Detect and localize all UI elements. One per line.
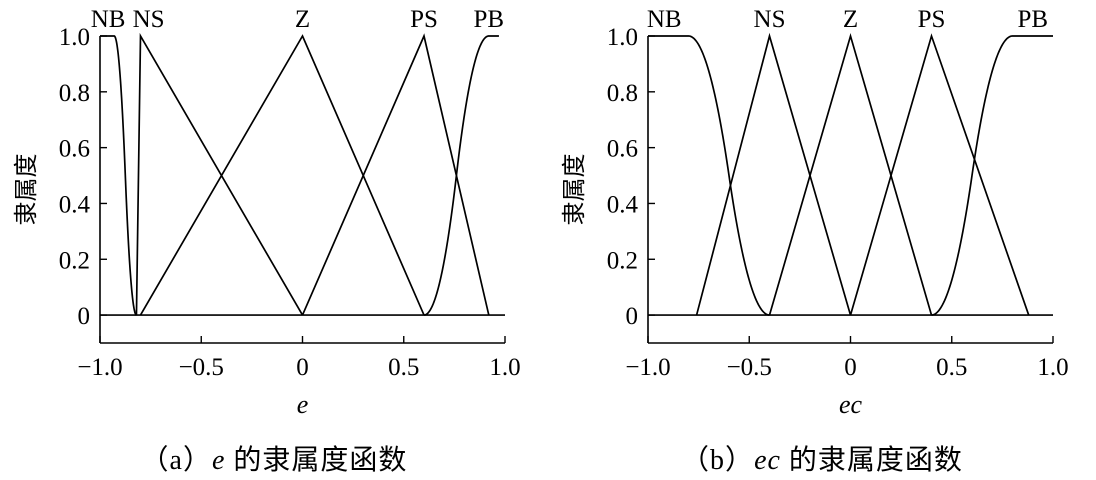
x-tick-label: 1.0 [489, 354, 520, 381]
membership-chart-ec: −1.0 −0.5 0 0.5 1.0 0 0.2 0.4 0.6 0.8 1.0 ec 隶属度 NB NS… [560, 6, 1069, 419]
caption-suffix: 的隶属度函数 [225, 445, 408, 476]
y-tick-label: 1.0 [607, 24, 638, 51]
y-tick-label: 1.0 [59, 24, 90, 51]
x-tick-label: 0.5 [936, 354, 967, 381]
x-tick-label: −1.0 [625, 354, 670, 381]
chart-panel-ec: −1.0 −0.5 0 0.5 1.0 0 0.2 0.4 0.6 0.8 1.0 ec 隶属度 NB NS… [548, 0, 1096, 480]
chart-panel-e: −1.0 −0.5 0 0.5 1.0 0 0.2 0.4 0.6 0.8 1.0 e 隶属度 NB NS Z… [0, 6, 548, 478]
series-label-ns: NS [133, 6, 165, 33]
series-label-nb: NB [647, 6, 682, 33]
series-line-ps [301, 33, 490, 316]
y-tick-label: 0.6 [607, 136, 638, 163]
y-tick-label: 0 [78, 303, 91, 330]
series-line-nb [648, 35, 770, 316]
series-line-z [768, 32, 933, 316]
x-tick-label: 0 [296, 354, 309, 381]
series-label-ps: PS [410, 6, 438, 33]
caption-suffix: 的隶属度函数 [780, 445, 963, 476]
x-tick-label: −0.5 [727, 354, 772, 381]
x-tick-label: −1.0 [77, 354, 122, 381]
y-tick-label: 0.2 [607, 247, 638, 274]
series-label-nb: NB [91, 6, 126, 33]
caption-var: ec [754, 445, 781, 476]
y-tick-label: 0.4 [607, 191, 639, 218]
y-tick-label: 0.8 [607, 80, 638, 107]
series-line-nb [100, 35, 137, 316]
series-line-ns [695, 32, 852, 316]
series-line-ps [849, 33, 1030, 316]
x-tick-label: 0.5 [388, 354, 419, 381]
series-line-pb [931, 35, 1053, 316]
y-tick-label: 0.4 [59, 191, 91, 218]
y-tick-label: 0.6 [59, 136, 90, 163]
y-axis-label: 隶属度 [12, 154, 40, 226]
caption-prefix: （a） [140, 445, 212, 476]
series-label-ps: PS [918, 6, 946, 33]
membership-chart-e: −1.0 −0.5 0 0.5 1.0 0 0.2 0.4 0.6 0.8 1.0 e 隶属度 NB NS Z… [12, 6, 521, 419]
series-line-z [139, 34, 425, 316]
x-axis-label: ec [839, 390, 863, 419]
caption-ec: （b）ec 的隶属度函数 [548, 438, 1096, 478]
series-label-z: Z [295, 6, 310, 33]
series-line-pb [423, 35, 499, 316]
series-label-pb: PB [1017, 6, 1048, 33]
series-label-pb: PB [474, 6, 505, 33]
y-tick-label: 0 [626, 303, 639, 330]
y-tick-label: 0.8 [59, 80, 90, 107]
caption-prefix: （b） [681, 445, 755, 476]
series-label-z: Z [843, 6, 858, 33]
x-tick-label: 0 [844, 354, 857, 381]
x-tick-label: −0.5 [179, 354, 224, 381]
series-line-ns [135, 32, 304, 316]
y-axis-label: 隶属度 [560, 154, 588, 226]
y-tick-label: 0.2 [59, 247, 90, 274]
caption-var: e [211, 445, 226, 476]
x-tick-label: 1.0 [1037, 354, 1068, 381]
series-label-ns: NS [754, 6, 786, 33]
x-axis-label: e [297, 390, 309, 419]
caption-e: （a）e 的隶属度函数 [0, 438, 548, 478]
